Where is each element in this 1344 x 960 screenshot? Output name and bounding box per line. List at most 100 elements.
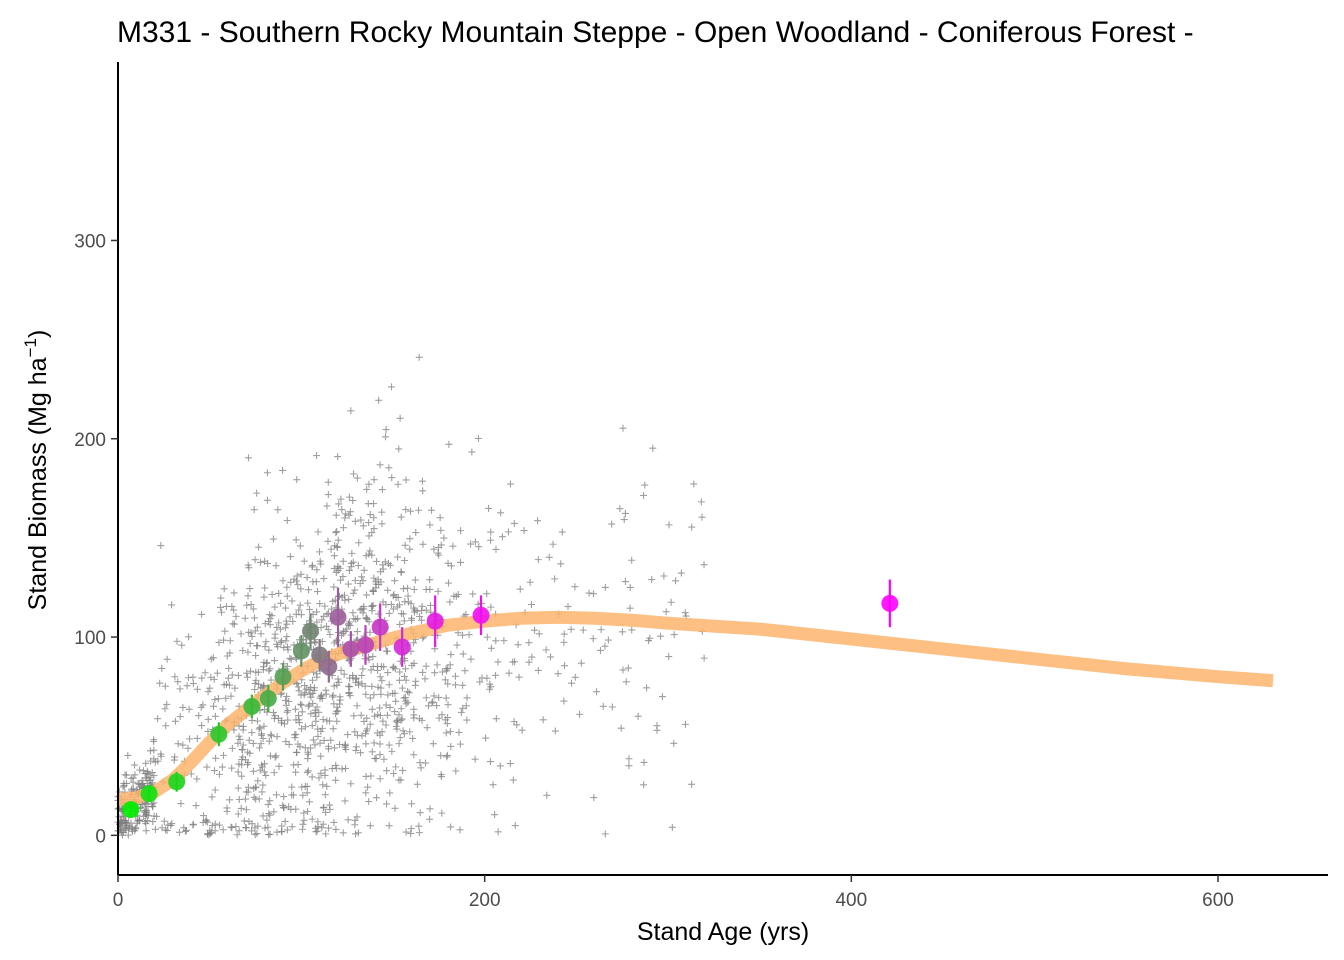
raw-point [261, 620, 269, 628]
raw-point [296, 542, 304, 550]
raw-point [297, 570, 305, 578]
raw-point [625, 755, 633, 763]
raw-point [416, 809, 424, 817]
raw-point [244, 454, 252, 462]
raw-point [486, 758, 494, 766]
raw-point [224, 674, 232, 682]
y-axis-ticks: 0 100 200 300 [74, 231, 118, 847]
raw-point [384, 560, 392, 568]
raw-point [304, 702, 312, 710]
raw-point [251, 831, 259, 839]
raw-point [382, 426, 390, 434]
raw-point [334, 567, 342, 575]
raw-point [447, 742, 455, 750]
raw-point [394, 593, 402, 601]
raw-point [180, 824, 188, 832]
raw-point [531, 626, 539, 634]
raw-point [385, 822, 393, 830]
raw-point [601, 642, 609, 650]
raw-point [310, 638, 318, 646]
raw-point [280, 644, 288, 652]
raw-point [368, 748, 376, 756]
raw-point [150, 772, 158, 780]
raw-point [295, 687, 303, 695]
raw-point [275, 762, 283, 770]
raw-point [416, 612, 424, 620]
raw-point [396, 620, 404, 628]
raw-point [353, 474, 361, 482]
x-tick-label: 600 [1202, 890, 1234, 911]
raw-point [351, 517, 359, 525]
raw-point [298, 783, 306, 791]
raw-point [243, 673, 251, 681]
raw-point [255, 680, 263, 688]
raw-point [349, 671, 357, 679]
raw-point [434, 549, 442, 557]
raw-point [171, 753, 179, 761]
raw-point [174, 740, 182, 748]
raw-point [341, 797, 349, 805]
raw-point [213, 669, 221, 677]
raw-point [409, 734, 417, 742]
raw-point [589, 635, 597, 643]
raw-point [621, 509, 629, 517]
raw-point [303, 768, 311, 776]
raw-point [362, 552, 370, 560]
raw-point [331, 542, 339, 550]
raw-point [234, 739, 242, 747]
raw-point [293, 748, 301, 756]
raw-point [332, 825, 340, 833]
raw-point [324, 626, 332, 634]
raw-point [337, 631, 345, 639]
raw-point [349, 497, 357, 505]
raw-point [370, 574, 378, 582]
raw-point [277, 599, 285, 607]
raw-point [568, 679, 576, 687]
raw-point [330, 818, 338, 826]
raw-point [273, 733, 281, 741]
raw-point [341, 627, 349, 635]
raw-point [345, 566, 353, 574]
raw-point [162, 722, 170, 730]
raw-point [279, 466, 287, 474]
raw-point [366, 511, 374, 519]
raw-point [273, 623, 281, 631]
raw-point [373, 557, 381, 565]
raw-point [621, 578, 629, 586]
raw-point [365, 519, 373, 527]
raw-point [450, 592, 458, 600]
raw-point [350, 470, 358, 478]
raw-point [469, 590, 477, 598]
raw-point [406, 728, 414, 736]
raw-point [351, 816, 359, 824]
raw-point [185, 633, 193, 641]
raw-point [357, 516, 365, 524]
raw-point [426, 521, 434, 529]
raw-point [681, 609, 689, 617]
raw-point [269, 535, 277, 543]
raw-point [294, 581, 302, 589]
raw-point [358, 671, 366, 679]
raw-point [234, 784, 242, 792]
raw-point [401, 665, 409, 673]
raw-point [384, 586, 392, 594]
raw-point [211, 696, 219, 704]
raw-point [345, 595, 353, 603]
raw-point [551, 575, 559, 583]
raw-point [271, 753, 279, 761]
raw-point [417, 764, 425, 772]
raw-point [545, 553, 553, 561]
raw-point [329, 725, 337, 733]
raw-point [148, 769, 156, 777]
raw-point [374, 666, 382, 674]
raw-point [248, 827, 256, 835]
raw-point [428, 506, 436, 514]
raw-point [452, 681, 460, 689]
raw-point [265, 667, 273, 675]
raw-point [123, 779, 131, 787]
raw-point [422, 662, 430, 670]
raw-point [266, 621, 274, 629]
raw-point [259, 735, 267, 743]
raw-point [357, 749, 365, 757]
raw-point [183, 682, 191, 690]
